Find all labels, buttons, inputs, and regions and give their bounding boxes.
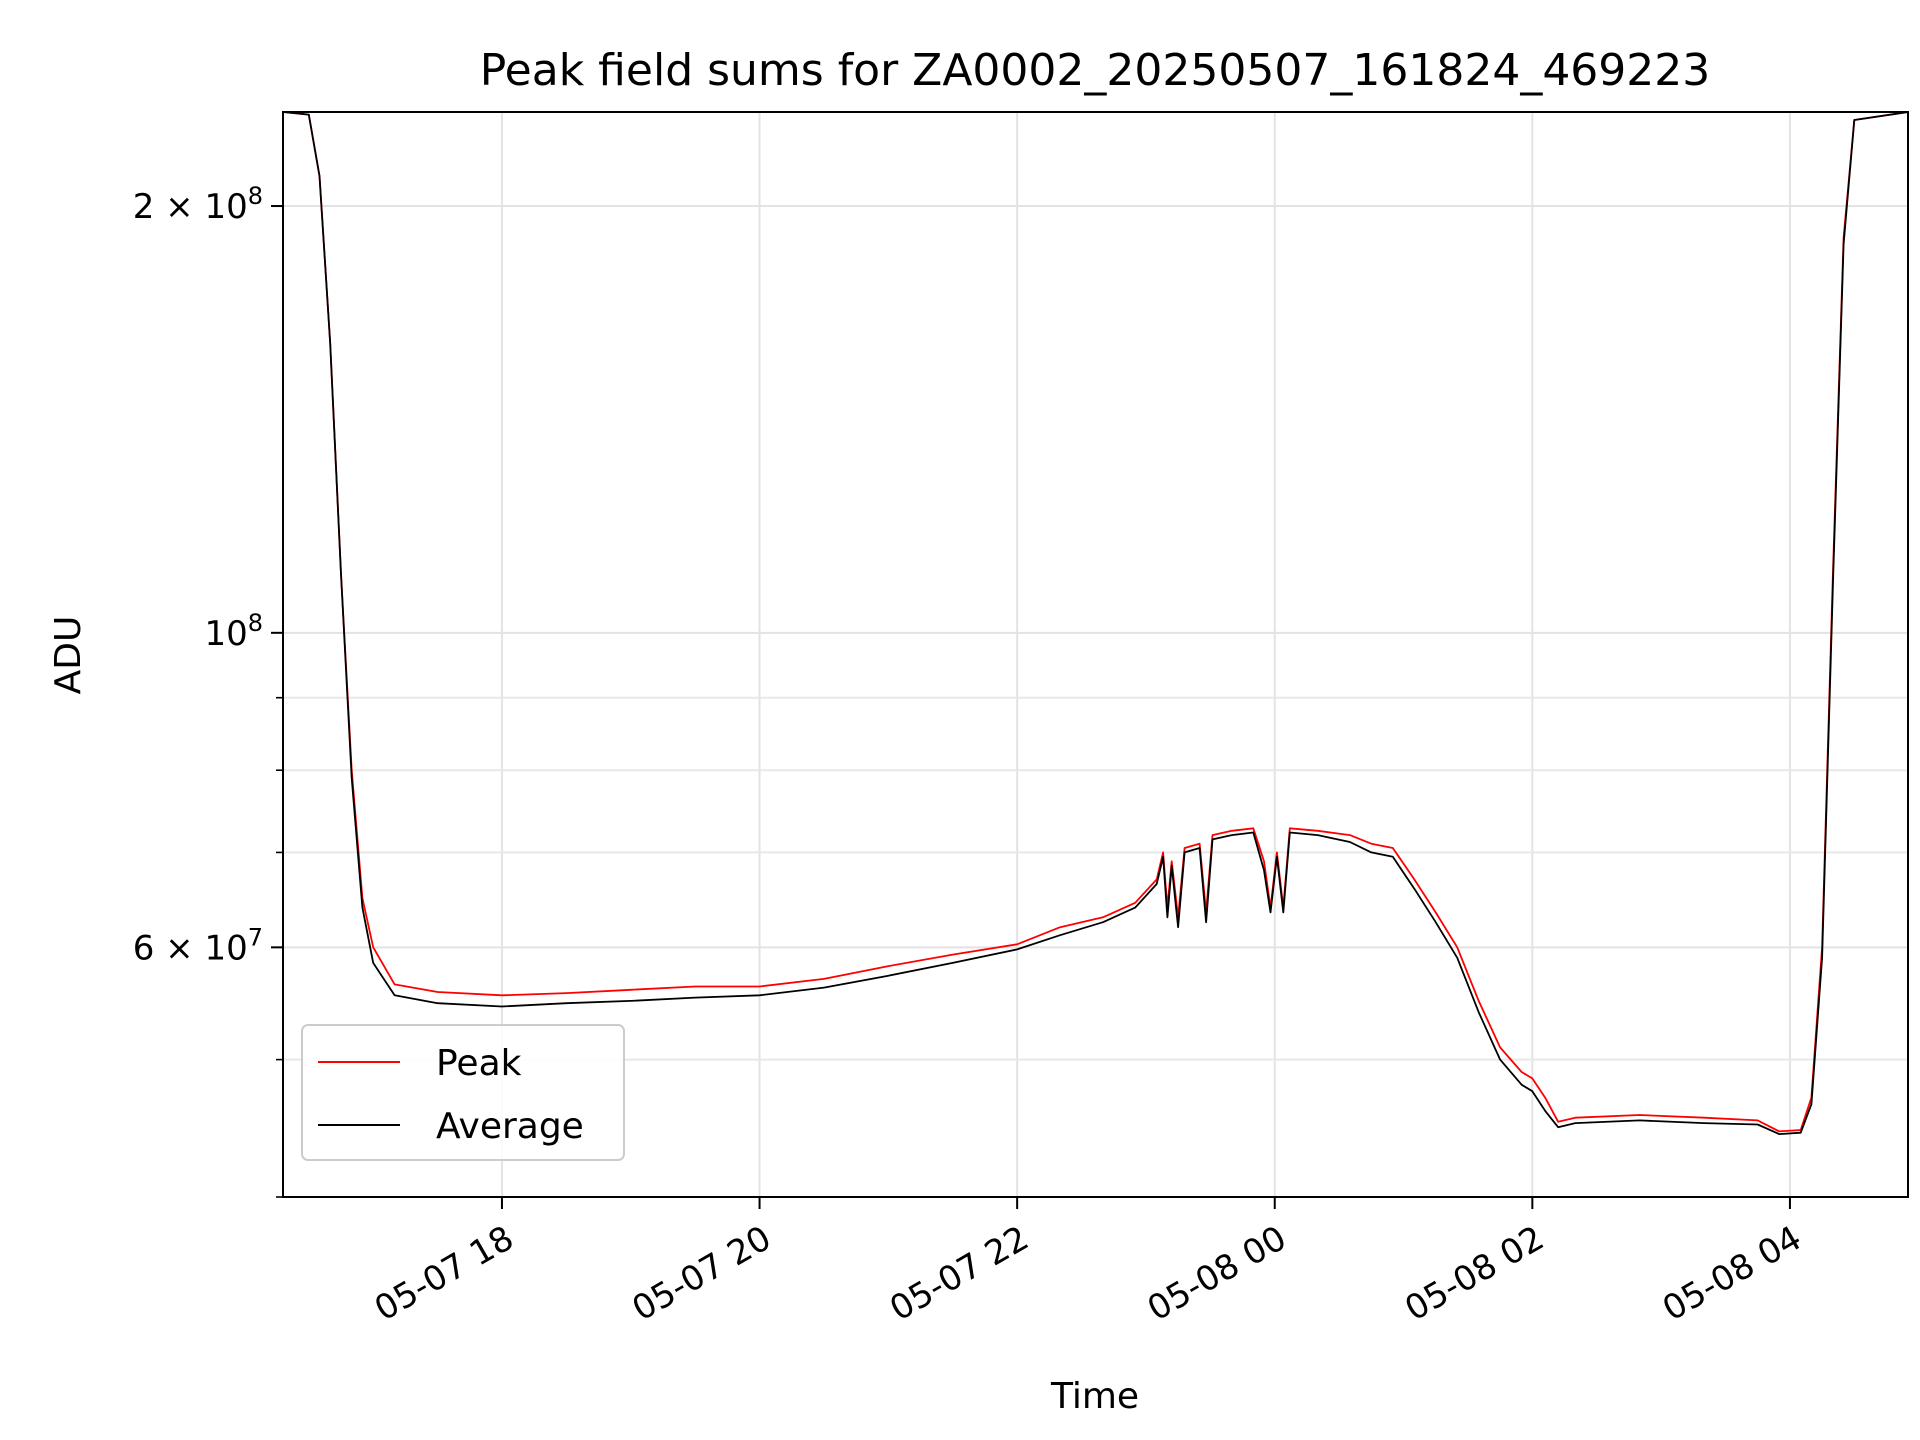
series-line-peak [283, 112, 1908, 1133]
grid-layer [283, 112, 1908, 1198]
legend-label-average: Average [436, 1106, 584, 1147]
y-tick-label: 108 [204, 609, 263, 654]
plot-frame [282, 111, 1909, 1198]
chart-title: Peak field sums for ZA0002_20250507_1618… [480, 45, 1711, 96]
y-axis-title: ADU [48, 616, 89, 695]
legend-box [301, 1024, 625, 1161]
x-axis-title: Time [1050, 1376, 1139, 1417]
legend: Peak Average [301, 1024, 625, 1161]
legend-label-peak: Peak [436, 1043, 522, 1084]
series-line-average [283, 112, 1908, 1135]
series-layer [283, 112, 1908, 1135]
y-tick-label: 6 × 107 [133, 923, 263, 968]
y-tick-label: 2 × 108 [133, 182, 263, 227]
